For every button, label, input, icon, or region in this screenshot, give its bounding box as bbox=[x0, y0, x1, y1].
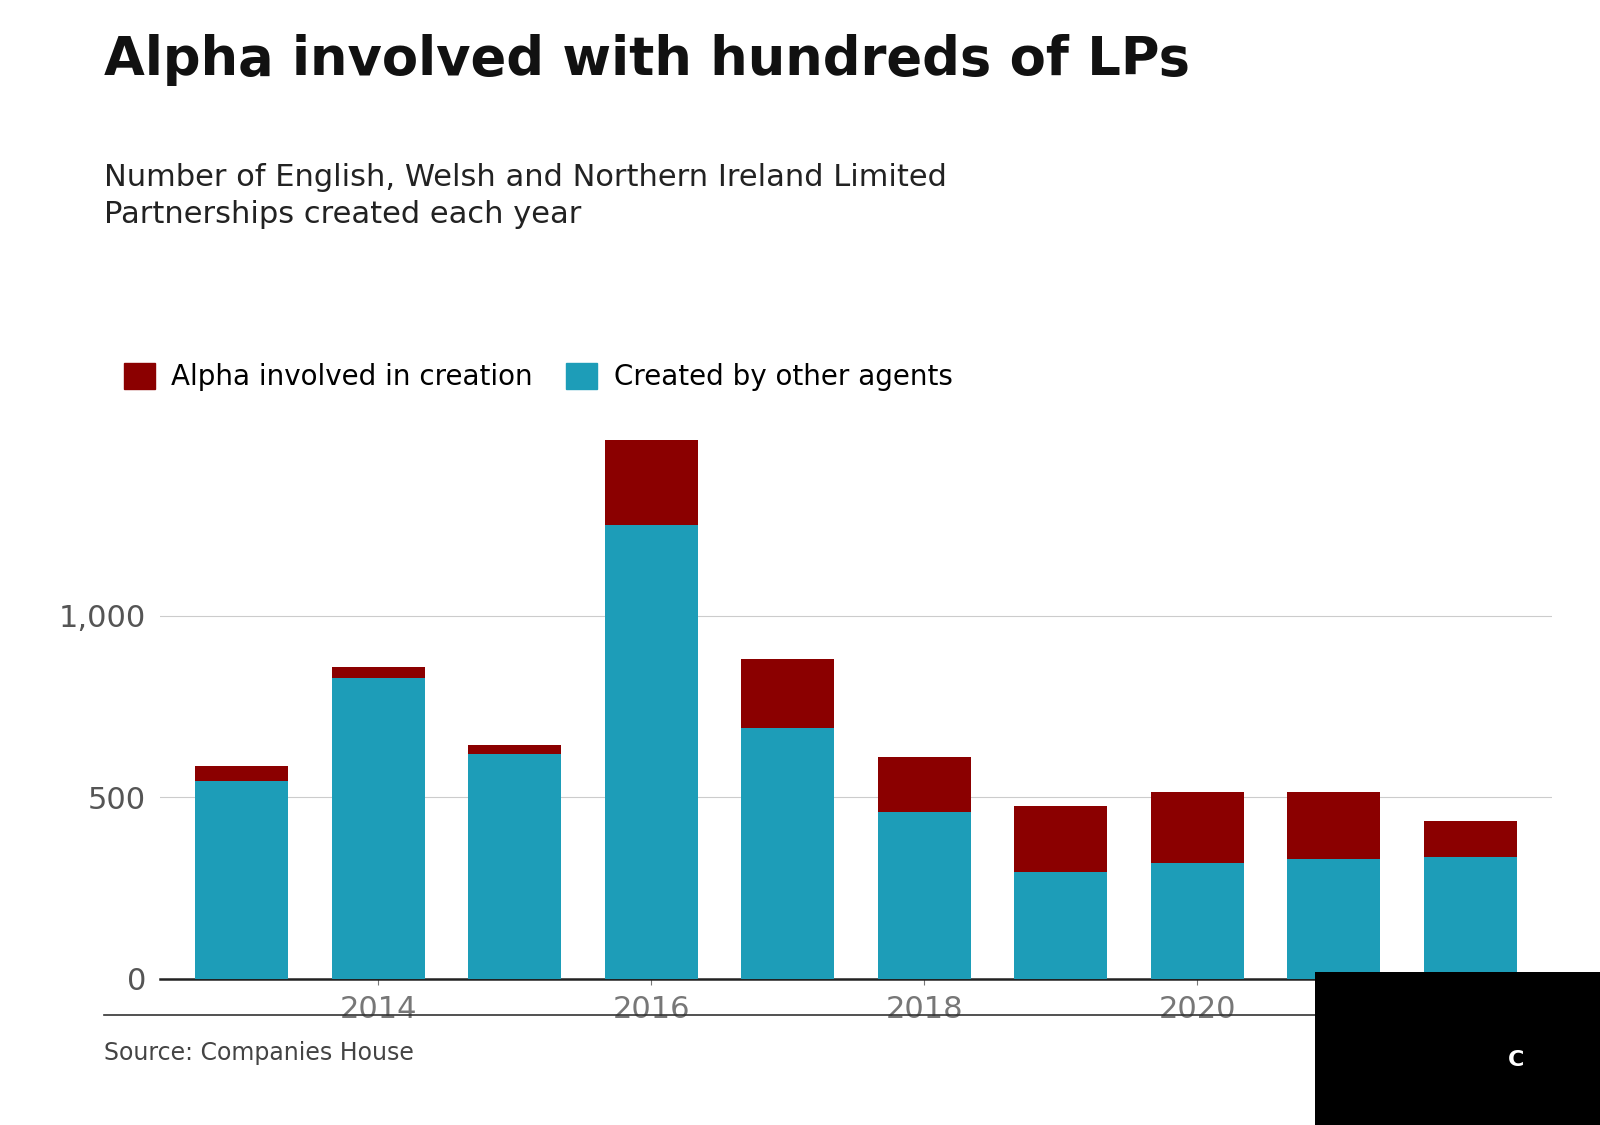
Bar bbox=[878, 757, 971, 812]
Bar bbox=[878, 812, 971, 979]
Bar bbox=[331, 667, 424, 677]
Text: Source: Companies House: Source: Companies House bbox=[104, 1041, 414, 1064]
Bar bbox=[1014, 807, 1107, 872]
Text: B: B bbox=[1450, 1050, 1467, 1070]
Text: Alpha involved with hundreds of LPs: Alpha involved with hundreds of LPs bbox=[104, 34, 1190, 86]
Text: C: C bbox=[1507, 1050, 1525, 1070]
Legend: Alpha involved in creation, Created by other agents: Alpha involved in creation, Created by o… bbox=[114, 351, 963, 403]
Bar bbox=[1150, 792, 1243, 863]
Text: Number of English, Welsh and Northern Ireland Limited
Partnerships created each : Number of English, Welsh and Northern Ir… bbox=[104, 163, 947, 230]
Bar bbox=[469, 754, 562, 979]
Bar bbox=[1288, 792, 1381, 860]
Bar bbox=[1014, 872, 1107, 979]
Bar bbox=[605, 525, 698, 979]
Bar bbox=[469, 745, 562, 754]
Bar bbox=[741, 659, 834, 728]
Text: B: B bbox=[1392, 1050, 1410, 1070]
Bar bbox=[331, 677, 424, 979]
Bar bbox=[741, 728, 834, 979]
Bar bbox=[605, 440, 698, 525]
Bar bbox=[1288, 860, 1381, 979]
Bar bbox=[195, 766, 288, 781]
Bar bbox=[195, 781, 288, 979]
Bar bbox=[1424, 821, 1517, 857]
Bar bbox=[1424, 857, 1517, 979]
Bar bbox=[1150, 863, 1243, 979]
